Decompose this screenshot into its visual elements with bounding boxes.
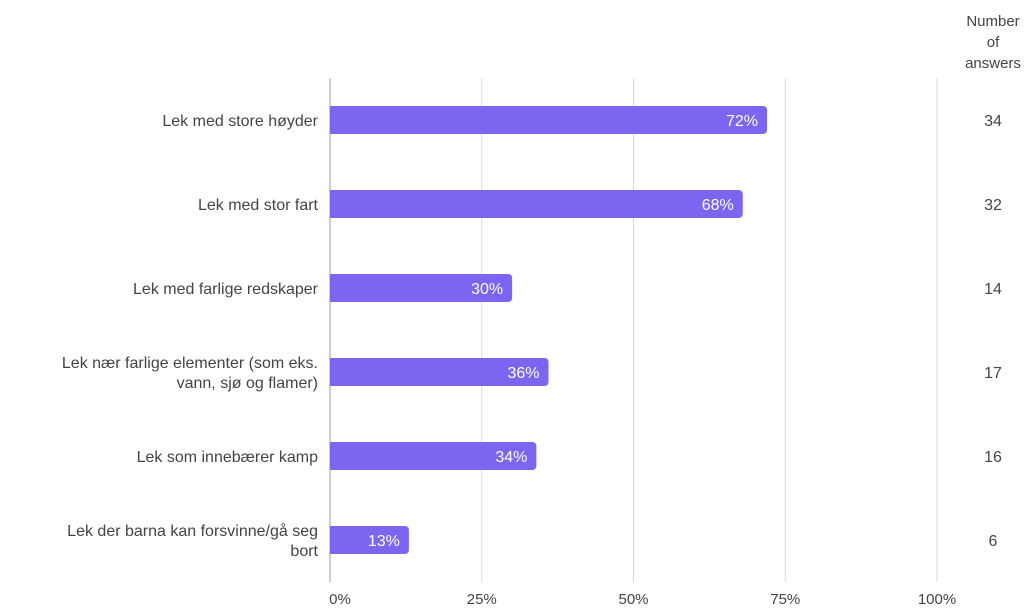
x-tick-label: 75% bbox=[770, 591, 800, 608]
answer-count: 34 bbox=[984, 113, 1002, 130]
gridlines bbox=[329, 78, 938, 582]
bar-value-label: 36% bbox=[507, 365, 539, 382]
answer-count: 17 bbox=[984, 365, 1002, 382]
category-label: Lek med store høyder bbox=[162, 113, 318, 130]
bar-3[interactable] bbox=[330, 274, 513, 302]
bar-value-label: 30% bbox=[471, 281, 503, 298]
bar-5[interactable] bbox=[330, 442, 537, 470]
category-label: Lek med stor fart bbox=[198, 197, 319, 214]
answer-count: 32 bbox=[984, 197, 1002, 214]
bar-value-label: 34% bbox=[495, 449, 527, 466]
count-header: Number of answers bbox=[965, 13, 1021, 72]
bar-1[interactable] bbox=[330, 106, 768, 134]
answer-count: 6 bbox=[989, 533, 998, 550]
answer-count: 16 bbox=[984, 449, 1002, 466]
bar-6-base bbox=[330, 526, 336, 554]
bar-value-label: 68% bbox=[702, 197, 734, 214]
bar-3-base bbox=[330, 274, 336, 302]
category-label: Lek med farlige redskaper bbox=[133, 281, 319, 298]
bars bbox=[330, 106, 768, 554]
bar-2-base bbox=[330, 190, 336, 218]
bar-4-base bbox=[330, 358, 336, 386]
x-tick-label: 100% bbox=[918, 591, 956, 608]
answer-count: 14 bbox=[984, 281, 1002, 298]
bar-value-label: 13% bbox=[368, 533, 400, 550]
category-label: Lek der barna kan forsvinne/gå seg bort bbox=[67, 522, 318, 560]
labels: 0% 25% 50% 75% 100% 72% Lek med store høyder 34… bbox=[62, 13, 1021, 608]
bar-6[interactable] bbox=[330, 526, 409, 554]
category-label: Lek nær farlige elementer (som eks. vann,… bbox=[62, 355, 318, 392]
bar-1-base bbox=[330, 106, 336, 134]
x-tick-label: 50% bbox=[618, 591, 648, 608]
category-label: Lek som innebærer kamp bbox=[137, 449, 319, 466]
x-tick-label: 25% bbox=[467, 591, 497, 608]
bar-2[interactable] bbox=[330, 190, 743, 218]
bar-value-label: 72% bbox=[726, 113, 758, 130]
bar-5-base bbox=[330, 442, 336, 470]
bar-4[interactable] bbox=[330, 358, 549, 386]
x-tick-label: 0% bbox=[329, 591, 351, 608]
